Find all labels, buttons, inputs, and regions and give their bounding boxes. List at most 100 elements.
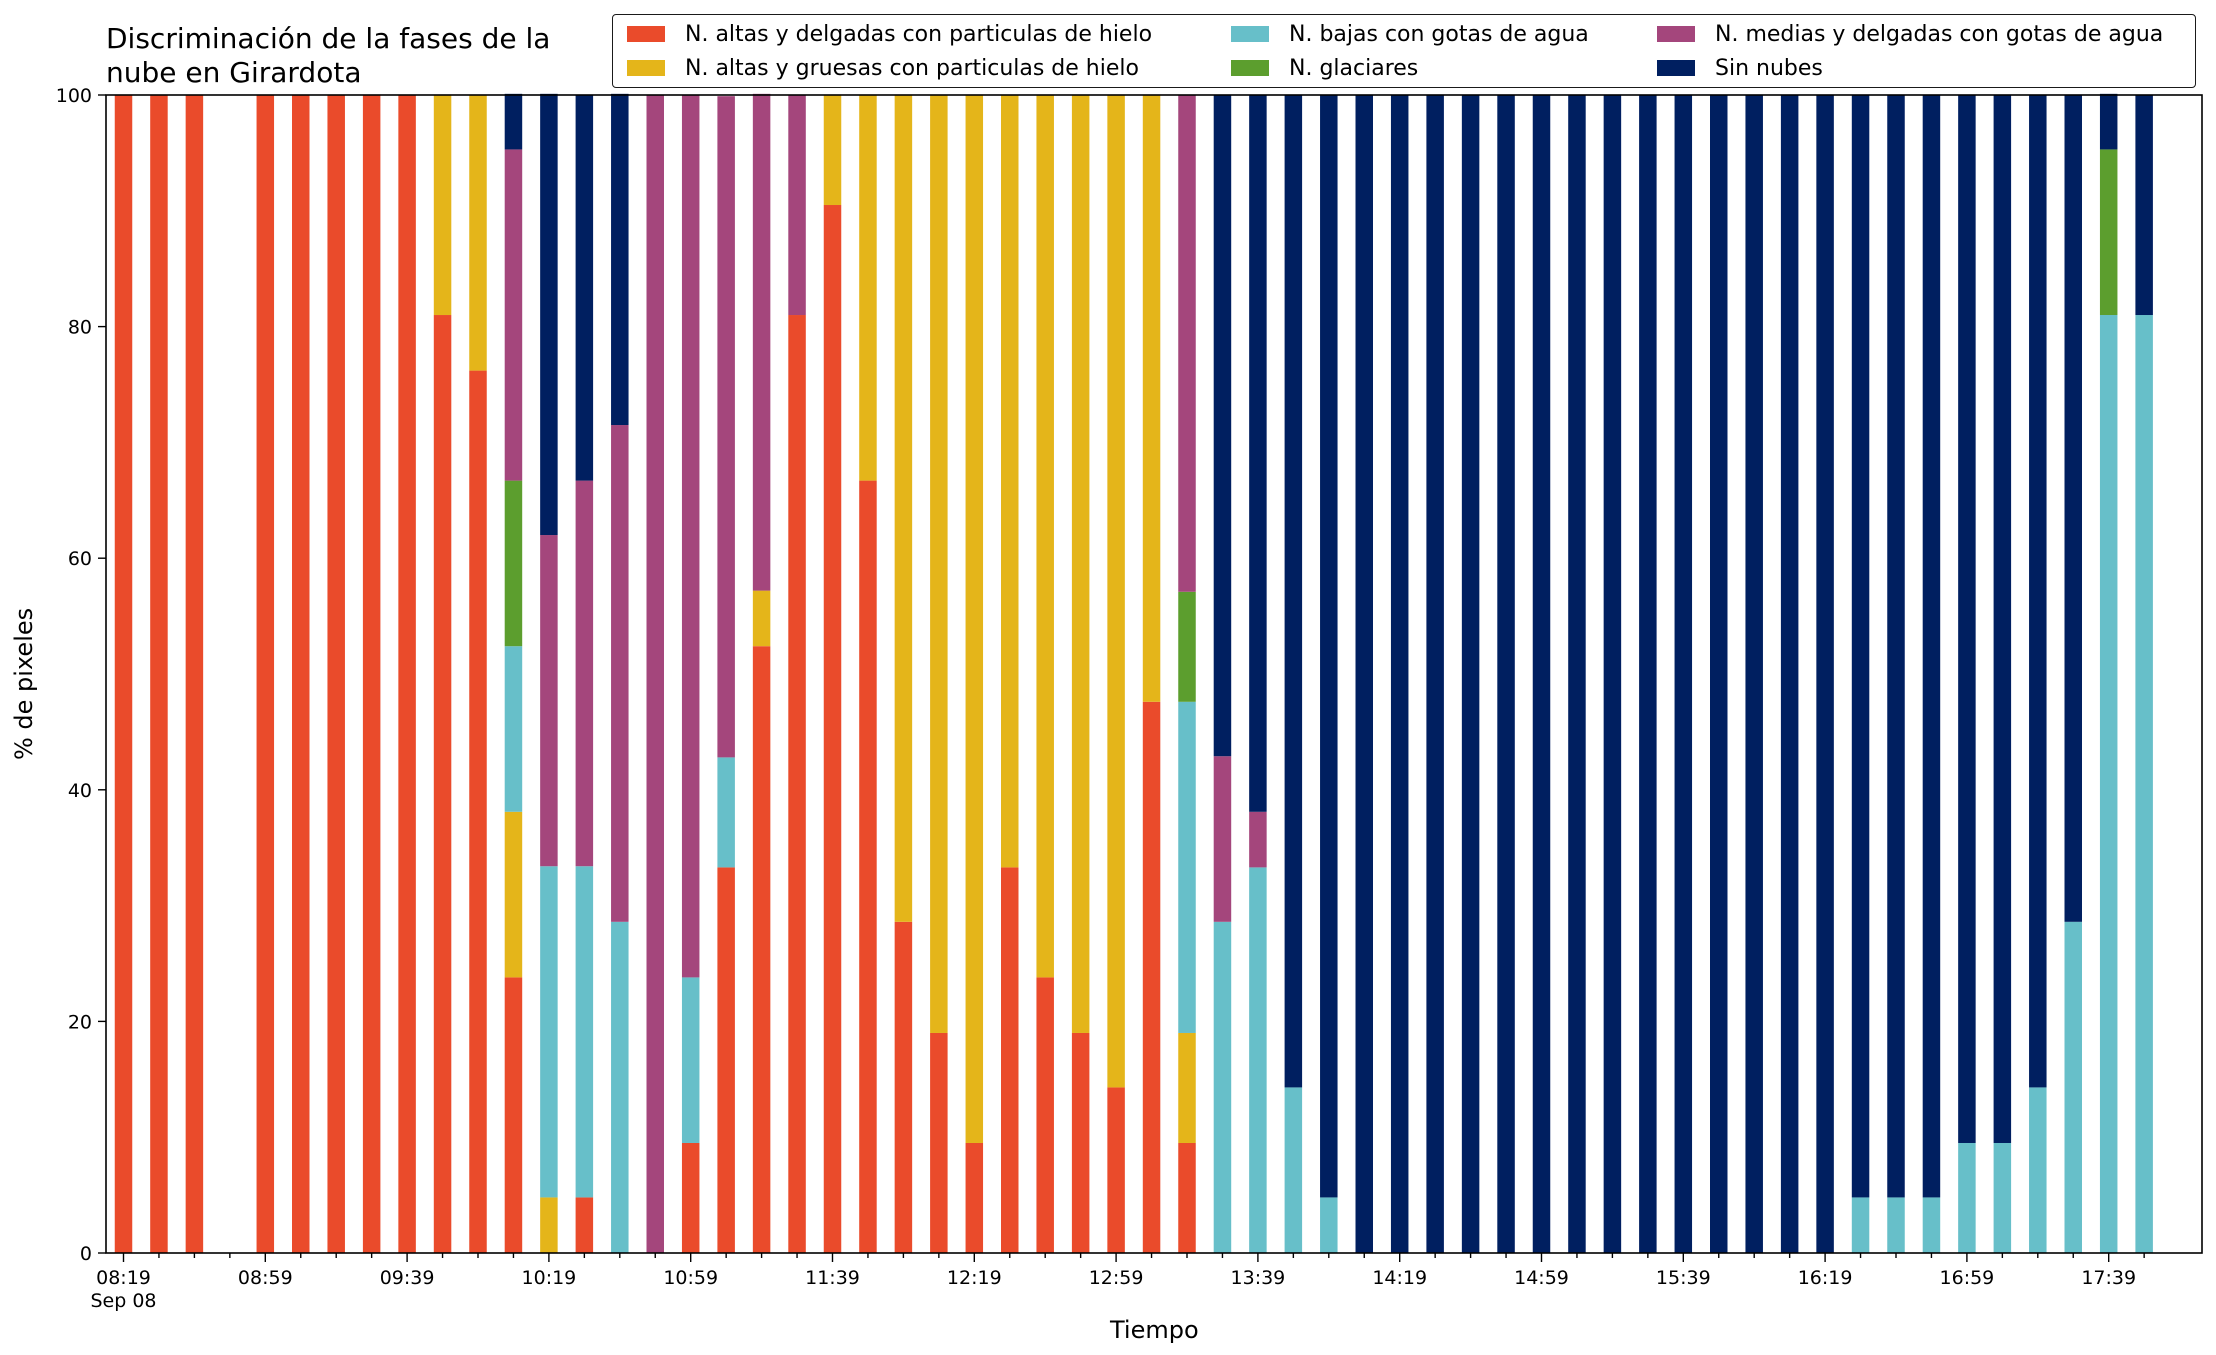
- legend-swatch: [1657, 60, 1695, 76]
- x-tick-label: 12:59: [1089, 1267, 1144, 1289]
- bar-segment: [823, 205, 842, 1253]
- legend-label: Sin nubes: [1715, 55, 1823, 81]
- bar-segment: [894, 921, 913, 1253]
- bar-segment: [1001, 867, 1019, 1253]
- bar-segment: [433, 315, 452, 1253]
- bar-segment: [575, 1197, 594, 1253]
- bar-segment: [1178, 701, 1196, 1033]
- y-tick-label: 100: [56, 85, 92, 107]
- bar-segment: [504, 811, 523, 978]
- bar-segment: [1284, 1087, 1303, 1253]
- bar-segment: [1745, 95, 1763, 1253]
- bar-segment: [540, 93, 558, 536]
- bar-segment: [752, 646, 771, 1253]
- bar-segment: [1887, 95, 1905, 1198]
- bar-segment: [504, 646, 523, 812]
- legend: N. altas y delgadas con particulas de hi…: [612, 14, 2196, 88]
- legend-item-medias: N. medias y delgadas con gotas de agua: [1657, 19, 2163, 49]
- legend-label: N. altas y delgadas con particulas de hi…: [685, 21, 1153, 47]
- bar-segment: [1178, 1142, 1196, 1253]
- bar-segment: [2029, 95, 2047, 1088]
- bar-segment: [1958, 95, 1976, 1143]
- bar-segment: [1107, 95, 1125, 1088]
- bar-segment: [894, 95, 913, 922]
- legend-item-sin-nubes: Sin nubes: [1657, 53, 1823, 83]
- bar-segment: [2099, 149, 2118, 316]
- legend-label: N. glaciares: [1289, 55, 1419, 81]
- bar-segment: [1390, 95, 1409, 1253]
- bar-segment: [504, 149, 523, 481]
- plot-frame: [105, 94, 2203, 1254]
- bar-segment: [717, 867, 735, 1253]
- bar-segment: [1107, 1087, 1125, 1253]
- bar-segment: [1036, 95, 1054, 978]
- bar-segment: [1249, 867, 1267, 1253]
- bar-segment: [717, 96, 735, 758]
- legend-item-bajas: N. bajas con gotas de agua: [1231, 19, 1589, 49]
- x-tick-label: 08:19: [96, 1267, 151, 1289]
- bar-segment: [1851, 1197, 1870, 1253]
- bar-segment: [504, 480, 523, 647]
- x-tick-label: 10:59: [663, 1267, 718, 1289]
- bar-segment: [2099, 315, 2118, 1253]
- bar-segment: [1249, 811, 1267, 868]
- bar-segment: [930, 1032, 948, 1253]
- bar-segment: [1071, 1032, 1090, 1253]
- bar-segment: [2064, 921, 2082, 1253]
- x-tick-label: 11:39: [805, 1267, 860, 1289]
- bar-segment: [504, 93, 523, 150]
- x-tick-label: 14:59: [1514, 1267, 1569, 1289]
- legend-label: N. medias y delgadas con gotas de agua: [1715, 21, 2164, 47]
- bar-segment: [540, 1197, 558, 1253]
- bar-segment: [1568, 95, 1586, 1253]
- bar-segment: [575, 866, 594, 1198]
- bar-segment: [256, 95, 275, 1253]
- bar-segment: [185, 95, 204, 1253]
- chart-title: Discriminación de la fases de la nube en…: [106, 22, 551, 89]
- bar-segment: [1426, 95, 1444, 1253]
- bar-segment: [1497, 95, 1515, 1253]
- y-tick-label: 0: [80, 1243, 92, 1265]
- bar-segment: [859, 95, 877, 481]
- bar-segment: [823, 95, 842, 206]
- bar-segment: [1461, 95, 1480, 1253]
- x-tick-label: Sep 08: [90, 1290, 156, 1312]
- bar-segment: [752, 93, 771, 591]
- bar-segment: [1071, 95, 1090, 1033]
- legend-swatch: [627, 60, 665, 76]
- bar-segment: [1887, 1197, 1905, 1253]
- x-axis-label: Tiempo: [1110, 1316, 1199, 1344]
- x-tick-label: 08:59: [238, 1267, 293, 1289]
- bar-segment: [1922, 95, 1941, 1198]
- bar-segment: [433, 95, 452, 316]
- x-tick-label: 17:39: [2081, 1267, 2136, 1289]
- bar-segment: [965, 95, 984, 1143]
- bar-segment: [1178, 591, 1196, 702]
- x-tick-label: 09:39: [380, 1267, 435, 1289]
- legend-item-glaciares: N. glaciares: [1231, 53, 1418, 83]
- bar-segment: [362, 95, 381, 1253]
- legend-swatch: [1231, 60, 1269, 76]
- bar-segment: [681, 1142, 700, 1253]
- bar-segment: [575, 480, 594, 867]
- bar-segment: [611, 425, 629, 922]
- bar-segment: [1178, 95, 1196, 592]
- bar-segment: [681, 977, 700, 1143]
- bar-segment: [1178, 1032, 1196, 1143]
- x-tick-label: 15:39: [1656, 1267, 1711, 1289]
- y-tick-label: 60: [68, 548, 92, 570]
- legend-label: N. bajas con gotas de agua: [1289, 21, 1589, 47]
- bar-segment: [1213, 95, 1232, 757]
- x-tick-label: 16:19: [1798, 1267, 1853, 1289]
- bar-segment: [1993, 95, 2012, 1143]
- bar-segment: [1249, 95, 1267, 812]
- bar-segment: [1142, 701, 1161, 1253]
- bar-segment: [1320, 1197, 1338, 1253]
- legend-swatch: [1657, 26, 1695, 42]
- bar-segment: [1355, 95, 1373, 1253]
- bar-segment: [1674, 95, 1693, 1253]
- x-tick-label: 16:59: [1940, 1267, 1995, 1289]
- bar-segment: [859, 480, 877, 1253]
- bar-segment: [788, 95, 806, 316]
- bar-segment: [611, 921, 629, 1253]
